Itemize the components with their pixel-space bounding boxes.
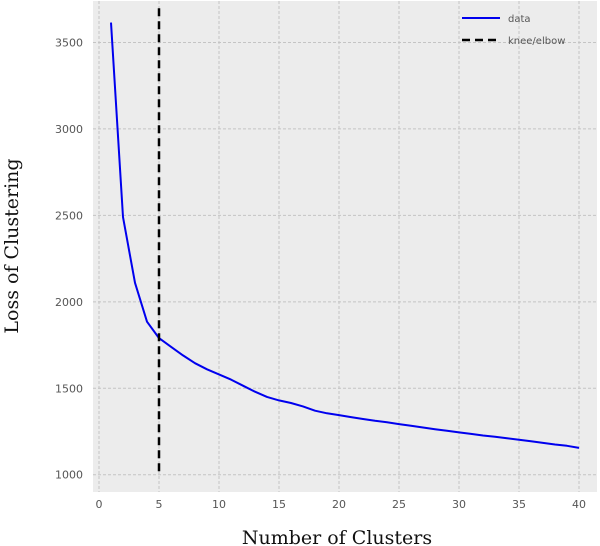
- x-tick-labels: 0 5 10 15 20 25 30 35 40: [96, 498, 587, 511]
- y-tick-labels: 1000 1500 2000 2500 3000 3500: [55, 36, 83, 481]
- x-axis-title: Number of Clusters: [242, 527, 432, 546]
- y-tick-label: 2000: [55, 296, 83, 309]
- y-tick-label: 3500: [55, 36, 83, 49]
- plot-area: [93, 1, 597, 492]
- x-tick-label: 30: [452, 498, 466, 511]
- x-tick-label: 20: [332, 498, 346, 511]
- x-tick-label: 10: [212, 498, 226, 511]
- y-gridlines: [93, 41, 597, 476]
- legend: data knee/elbow: [462, 14, 565, 47]
- x-tick-label: 15: [272, 498, 286, 511]
- x-tick-label: 25: [392, 498, 406, 511]
- y-tick-label: 2500: [55, 209, 83, 222]
- x-tick-label: 5: [156, 498, 163, 511]
- x-tick-label: 0: [96, 498, 103, 511]
- series-layer: [110, 4, 580, 472]
- series-line-data: [110, 22, 580, 449]
- y-tick-label: 1000: [55, 469, 83, 482]
- legend-label-data: data: [508, 14, 531, 25]
- y-tick-label: 1500: [55, 382, 83, 395]
- y-axis-title: Loss of Clustering: [1, 158, 23, 333]
- x-tick-label: 35: [512, 498, 526, 511]
- y-tick-label: 3000: [55, 123, 83, 136]
- x-tick-label: 40: [572, 498, 586, 511]
- legend-label-knee-elbow: knee/elbow: [508, 36, 565, 47]
